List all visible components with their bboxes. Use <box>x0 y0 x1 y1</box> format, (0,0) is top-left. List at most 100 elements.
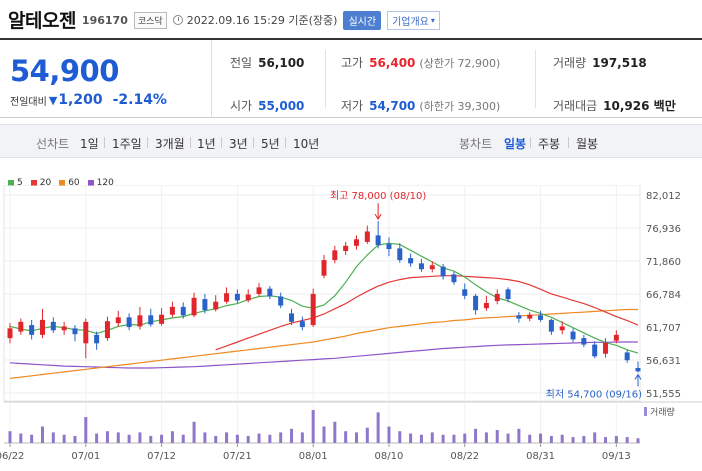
candle-body <box>353 239 359 246</box>
volume-bar <box>84 417 88 443</box>
candle-body <box>516 315 522 319</box>
tab-3m[interactable]: 3개월 <box>155 137 185 151</box>
candle-body <box>245 294 251 301</box>
volume-bar <box>279 432 283 443</box>
tab-monthly[interactable]: 월봉 <box>576 137 599 151</box>
candle-body <box>462 289 468 296</box>
quote-panel: 54,900 전일대비 ▼ 1,200 -2.14% 전일 56,100 시가 55… <box>0 38 702 118</box>
change-row: 전일대비 ▼ 1,200 -2.14% <box>10 92 167 108</box>
change-pct: -2.14% <box>112 92 167 108</box>
datetime: 2022.09.16 15:29 <box>186 13 285 27</box>
volume-bar <box>127 434 131 443</box>
volume-bar <box>181 434 185 443</box>
candle-body <box>191 297 197 316</box>
y-tick-label: 56,631 <box>646 356 681 367</box>
x-tick-label: 08/01 <box>299 451 328 462</box>
candle-body <box>418 263 424 270</box>
candle-body <box>159 314 165 324</box>
high-label: 고가 <box>341 56 364 70</box>
tab-10y[interactable]: 10년 <box>293 137 320 151</box>
amount-value: 10,926 백만 <box>603 99 676 113</box>
candle-body <box>603 342 609 354</box>
candle-body <box>505 289 511 300</box>
tab-divider <box>285 137 286 148</box>
tab-daily[interactable]: 일봉 <box>504 137 527 151</box>
x-tick-label: 08/10 <box>375 451 404 462</box>
price-chart[interactable]: 82,012 76,936 71,860 66,784 61,707 56,631 51,5… <box>0 185 702 471</box>
volume-bar <box>560 434 564 443</box>
tab-3y[interactable]: 3년 <box>229 137 248 151</box>
candle-body <box>321 260 327 276</box>
y-tick-label: 51,555 <box>646 389 681 400</box>
candle-body <box>299 321 305 328</box>
x-tick-label: 07/01 <box>71 451 100 462</box>
legend-swatch <box>8 180 14 186</box>
volume-bar <box>290 428 294 443</box>
candle-body <box>440 266 446 277</box>
tab-weekly[interactable]: 주봉 <box>538 137 561 151</box>
volume-bar <box>539 433 543 443</box>
volume-bar <box>311 410 315 443</box>
chevron-down-icon: ▾ <box>430 15 435 25</box>
tab-1y[interactable]: 1년 <box>197 137 216 151</box>
volume-bar <box>333 421 337 443</box>
candle-body <box>451 274 457 283</box>
legend-swatch <box>30 180 37 186</box>
tab-5y[interactable]: 5년 <box>261 137 280 151</box>
candle-body <box>94 334 100 344</box>
candle-body <box>115 317 121 324</box>
volume-bar <box>19 433 23 443</box>
tab-divider <box>147 137 148 148</box>
volume-bar <box>214 435 218 443</box>
volume-legend-swatch <box>644 407 647 416</box>
candle-body <box>83 321 89 344</box>
x-tick-label: 06/22 <box>0 451 24 462</box>
lower-limit: (하한가 39,300) <box>419 100 501 113</box>
divider <box>325 50 326 108</box>
legend-ma20: 20 <box>30 178 51 188</box>
volume-bar <box>582 435 586 443</box>
volume-bar <box>160 434 164 443</box>
tab-divider <box>530 137 531 148</box>
candle-body <box>126 317 132 328</box>
change-value: 1,200 <box>58 92 103 108</box>
tab-1w[interactable]: 1주일 <box>112 137 142 151</box>
prev-label: 전일 <box>230 56 253 70</box>
candle-body <box>289 313 295 322</box>
candle-body <box>310 293 316 326</box>
basis: 기준(장중) <box>288 14 338 27</box>
candle-body <box>613 334 619 341</box>
ma120-line <box>9 341 638 369</box>
trade-amount: 거래대금 10,926 백만 <box>553 97 676 114</box>
tab-divider <box>253 137 254 148</box>
candle-body <box>18 321 24 332</box>
low-annotation: 최저 54,700 (09/16) <box>546 389 642 401</box>
legend-ma120: 120 <box>87 178 114 188</box>
ma60-line <box>9 308 638 379</box>
candle-body <box>213 301 219 310</box>
tab-divider <box>221 137 222 148</box>
change-label: 전일대비 <box>10 96 47 108</box>
candle-body <box>39 319 45 335</box>
candle-body <box>538 315 544 320</box>
volume-bar <box>95 433 99 443</box>
ma20-line <box>215 275 639 351</box>
volume-value: 197,518 <box>592 56 647 70</box>
candle-body <box>375 235 381 246</box>
tab-1d[interactable]: 1일 <box>80 137 99 151</box>
open-label: 시가 <box>230 99 253 113</box>
low-arrowhead <box>634 373 642 380</box>
volume-bar <box>506 433 510 443</box>
volume-bar <box>225 432 229 443</box>
volume-bar <box>73 435 77 443</box>
candle-chart-label: 봉차트 <box>459 137 493 151</box>
candle-body <box>386 243 392 250</box>
realtime-button[interactable]: 실시간 <box>343 10 382 30</box>
stock-code: 196170 <box>81 14 128 27</box>
candle-body <box>169 306 175 315</box>
candle-body <box>397 248 403 261</box>
volume-bar <box>604 437 608 443</box>
upper-limit: (상한가 72,900) <box>419 57 501 70</box>
company-info-button[interactable]: 기업개요 ▾ <box>387 10 440 30</box>
volume: 거래량 197,518 <box>553 54 647 71</box>
